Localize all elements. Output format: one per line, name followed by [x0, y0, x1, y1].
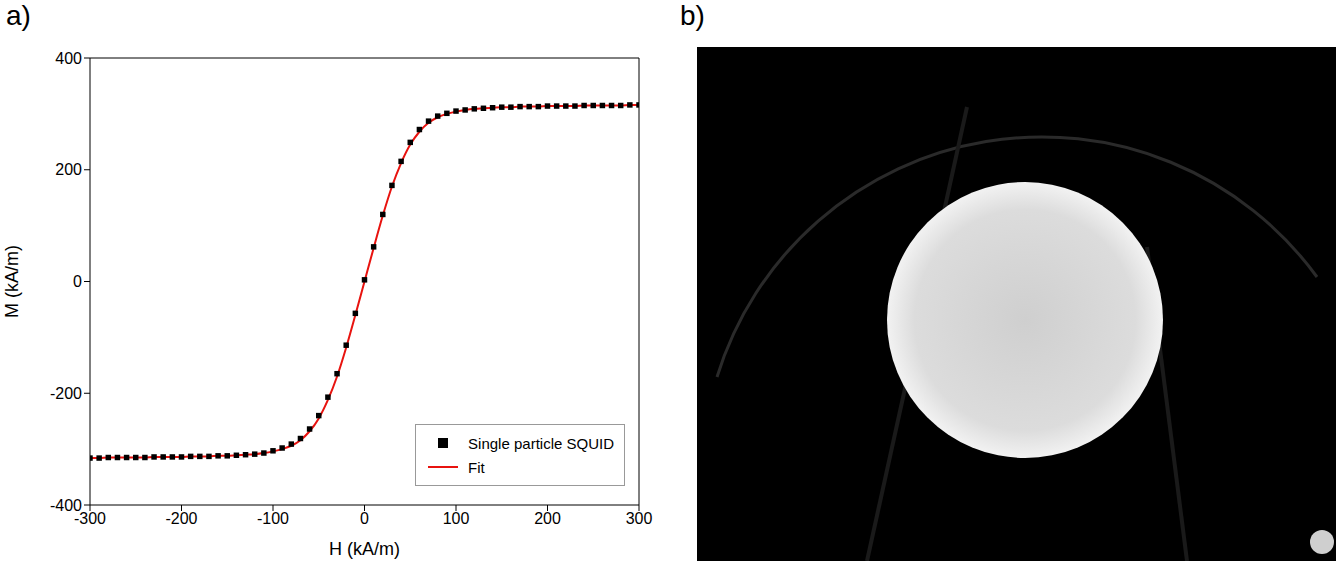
html-text:b): b) [680, 0, 705, 31]
svg-text:-100: -100 [257, 510, 289, 527]
svg-text:-300: -300 [74, 510, 106, 528]
svg-text:-200: -200 [50, 385, 82, 402]
svg-text:200: 200 [534, 510, 561, 527]
svg-text:0: 0 [73, 273, 82, 290]
svg-text:H (kA/m): H (kA/m) [329, 539, 400, 559]
html-text:Fit: Fit [468, 458, 485, 476]
svg-text:-200: -200 [165, 510, 197, 527]
svg-text:100: 100 [443, 510, 470, 527]
svg-text:M (kA/m): M (kA/m) [2, 245, 22, 318]
html-text:Single particle SQUID: Single particle SQUID [468, 434, 614, 452]
html-text:a): a) [6, 0, 31, 31]
svg-text:400: 400 [55, 50, 82, 67]
svg-text:200: 200 [55, 161, 82, 178]
svg-text:-400: -400 [50, 497, 82, 514]
svg-text:0: 0 [360, 510, 369, 527]
svg-text:300: 300 [626, 510, 653, 527]
